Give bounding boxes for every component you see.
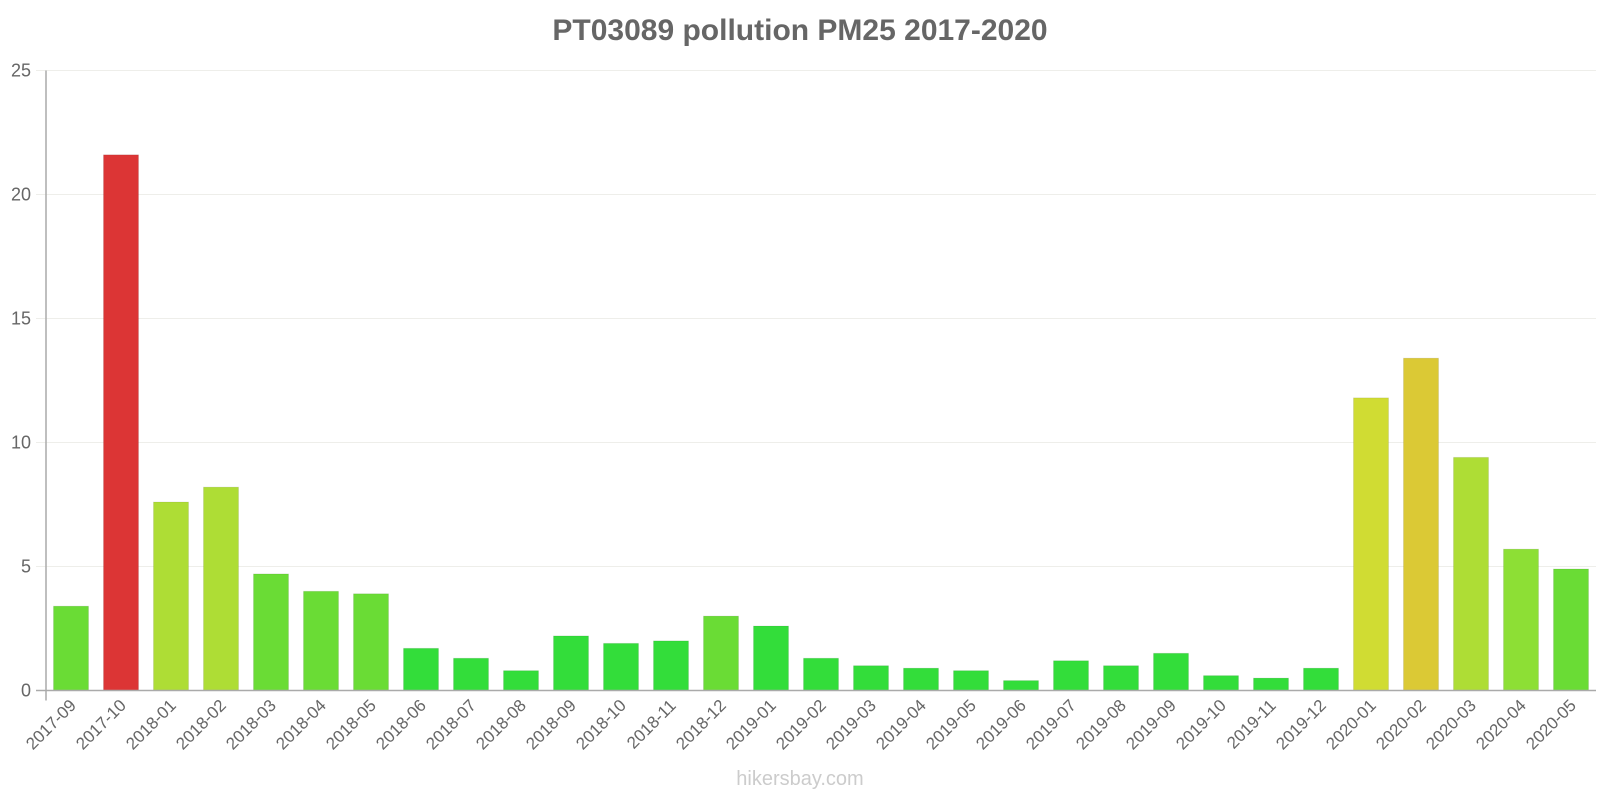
x-tick-label: 2018-11	[623, 696, 680, 753]
bar-2018-01	[153, 501, 189, 691]
bar-2018-02	[203, 486, 239, 692]
bar-2017-09	[53, 605, 89, 691]
watermark: hikersbay.com	[736, 768, 864, 790]
x-tick-label: 2018-08	[472, 696, 530, 754]
bar-2018-06	[403, 647, 439, 692]
bar-2018-10	[603, 642, 639, 692]
bar-2020-05	[1553, 568, 1589, 691]
x-tick-label: 2019-07	[1022, 696, 1080, 754]
x-tick-label: 2019-10	[1172, 696, 1230, 754]
x-tick-label: 2019-05	[922, 696, 980, 754]
x-tick-label: 2020-04	[1472, 696, 1530, 754]
x-tick-label: 2017-09	[22, 696, 80, 754]
y-tick-label: 10	[11, 433, 31, 453]
x-tick-label: 2020-03	[1422, 696, 1480, 754]
bar-2018-11	[653, 640, 689, 692]
bar-2019-11	[1253, 677, 1289, 691]
gridlines	[46, 70, 1596, 567]
x-tick-label: 2019-12	[1272, 696, 1330, 754]
bar-2019-06	[1003, 680, 1039, 692]
x-tick-label: 2019-03	[822, 696, 880, 754]
bars	[53, 154, 1589, 692]
x-tick-label: 2018-06	[372, 696, 430, 754]
x-tick-label: 2018-03	[222, 696, 280, 754]
bar-2019-08	[1103, 665, 1139, 692]
x-tick-label: 2019-06	[972, 696, 1030, 754]
bar-2019-05	[953, 670, 989, 691]
y-tick-label: 20	[11, 185, 31, 205]
bar-2017-10	[103, 154, 139, 691]
bar-2020-03	[1453, 456, 1489, 691]
x-tick-label: 2018-01	[122, 696, 180, 754]
bar-2018-07	[453, 657, 489, 692]
x-tick-label: 2018-05	[322, 696, 380, 754]
bar-2019-10	[1203, 675, 1239, 691]
x-tick-label: 2018-09	[522, 696, 580, 754]
y-tick-label: 15	[11, 309, 31, 329]
y-axis-ticks: 0 5 10 15 20 25	[11, 61, 46, 701]
bar-2018-09	[553, 635, 589, 692]
bar-2018-05	[353, 593, 389, 692]
x-tick-label: 2018-07	[422, 696, 480, 754]
bar-2018-03	[253, 573, 289, 691]
x-tick-label: 2019-02	[772, 696, 830, 754]
bar-2019-04	[903, 667, 939, 691]
x-tick-label: 2019-01	[722, 696, 780, 754]
y-tick-label: 5	[21, 557, 31, 577]
bar-2018-12	[703, 615, 739, 691]
chart-title: PT03089 pollution PM25 2017-2020	[552, 14, 1048, 47]
x-tick-label: 2019-08	[1072, 696, 1130, 754]
x-tick-label: 2017-10	[72, 696, 130, 754]
bar-2019-07	[1053, 660, 1089, 691]
x-tick-label: 2020-02	[1372, 696, 1430, 754]
bar-2020-04	[1503, 548, 1539, 692]
bar-2019-12	[1303, 667, 1339, 691]
y-tick-label: 0	[21, 681, 31, 701]
x-tick-label: 2020-05	[1522, 696, 1580, 754]
bar-2018-08	[503, 670, 539, 691]
bar-2019-02	[803, 657, 839, 692]
bar-2019-03	[853, 665, 889, 692]
x-axis-labels: 2017-092017-102018-012018-022018-032018-…	[22, 696, 1580, 754]
x-tick-label: 2020-01	[1322, 696, 1380, 754]
bar-2019-01	[753, 625, 789, 692]
x-tick-label: 2019-04	[872, 696, 930, 754]
bar-2019-09	[1153, 652, 1189, 691]
bar-2020-02	[1403, 357, 1439, 691]
x-tick-label: 2018-12	[672, 696, 730, 754]
bar-2020-01	[1353, 397, 1389, 691]
bar-2018-04	[303, 590, 339, 691]
x-tick-label: 2018-02	[172, 696, 230, 754]
x-tick-label: 2018-04	[272, 696, 330, 754]
x-tick-label: 2018-10	[572, 696, 630, 754]
x-tick-label: 2019-11	[1223, 696, 1280, 753]
x-tick-label: 2019-09	[1122, 696, 1180, 754]
y-tick-label: 25	[11, 61, 31, 81]
